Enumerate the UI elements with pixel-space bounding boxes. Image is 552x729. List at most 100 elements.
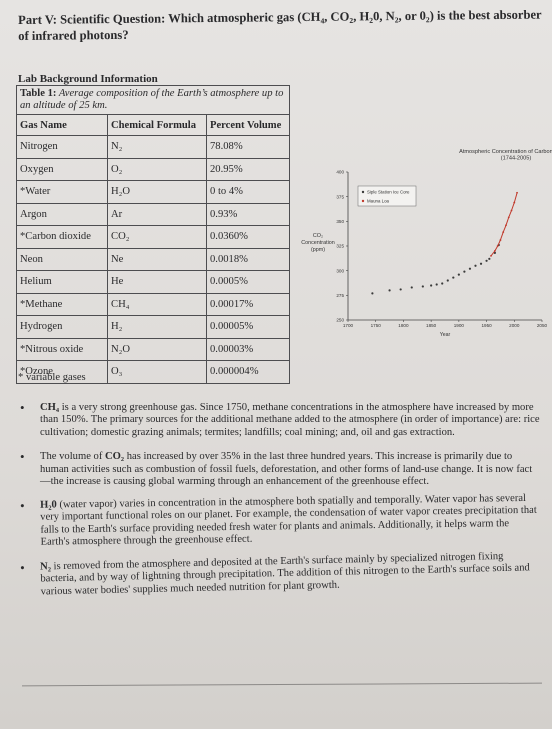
bullet-co2-text: The volume of CO₂ has increased by over … [40, 451, 540, 488]
percent-volume-cell: 0.000004% [206, 360, 290, 384]
ice-core-point [371, 292, 374, 295]
chart-svg: Atmospheric Concentration of Carbon Diox… [301, 149, 552, 338]
x-axis-label: Year [440, 332, 451, 338]
bullet-nitrogen-text: N₂ is removed from the atmosphere and de… [40, 550, 541, 599]
y-axis-label-line1: CO₂ [313, 233, 323, 239]
bullet-dot: • [20, 449, 25, 465]
chemical-formula-cell: O₂ [107, 157, 207, 181]
x-tick-label: 1850 [426, 323, 437, 328]
percent-volume-cell: 0.00005% [206, 315, 290, 339]
ice-core-point [488, 257, 491, 260]
ice-core-point [479, 262, 483, 265]
legend-box [357, 185, 417, 207]
ice-core-point [463, 270, 466, 273]
table-row: Argon Ar 0.93% [16, 202, 290, 226]
bullet-carbon-dioxide: • The volume of CO₂ has increased by ove… [18, 449, 540, 488]
percent-volume-cell: 0.0005% [206, 270, 290, 294]
mauna-loa-line [490, 192, 518, 257]
chart-title-line2: (1744-2005) [501, 156, 532, 162]
chemical-formula-cell: CH₄ [107, 292, 207, 316]
x-tick-label: 1950 [481, 323, 492, 328]
chemical-formula-cell: He [107, 270, 207, 294]
table-row: *Water H₂O 0 to 4% [16, 180, 290, 204]
bullet-formula: CO₂ [105, 451, 125, 463]
table-row: Hydrogen H₂ 0.00005% [16, 315, 290, 339]
percent-volume-cell: 20.95% [206, 157, 290, 181]
gas-name-cell: Argon [16, 202, 108, 226]
table-caption-text: Average composition of the Earth’s atmos… [20, 88, 284, 111]
legend-marker [361, 199, 365, 203]
x-tick-label: 2050 [537, 323, 548, 328]
bullet-dot: • [20, 400, 25, 415]
table-row: *Ozone O₃ 0.000004% [16, 360, 290, 384]
percent-volume-cell: 0.00017% [206, 292, 290, 316]
gas-name-cell: Neon [16, 247, 108, 271]
gas-name-cell: *Carbon dioxide [16, 225, 108, 249]
ice-core-point [421, 285, 424, 288]
bullet-methane: • CH₄ is a very strong greenhouse gas. S… [18, 400, 540, 439]
bottom-divider [22, 682, 542, 687]
table-row: Oxygen O₂ 20.95% [16, 157, 290, 181]
legend-entry: Siple Station Ice Core [367, 190, 410, 195]
atmosphere-composition-table: Table 1: Average composition of the Eart… [16, 85, 290, 384]
table-row: *Nitrous oxide N₂O 0.00003% [16, 337, 290, 361]
ice-core-point [468, 267, 472, 270]
y-tick-label: 400 [336, 170, 344, 175]
y-axis-label-line2: Concentration [301, 240, 335, 246]
percent-volume-cell: 78.08% [206, 135, 290, 159]
gas-facts-list: • CH₄ is a very strong greenhouse gas. S… [18, 400, 541, 611]
bullet-formula: CH₄ [40, 402, 60, 413]
chemical-formula-cell: N₂O [107, 337, 207, 361]
table-row: Helium He 0.0005% [16, 270, 290, 294]
bullet-body: is removed from the atmosphere and depos… [40, 551, 530, 598]
chemical-formula-cell: H₂ [107, 315, 207, 339]
table-row: Neon Ne 0.0018% [16, 247, 290, 271]
x-tick-label: 1750 [371, 323, 382, 328]
bullet-body: (water vapor) varies in concentration in… [40, 493, 537, 549]
gas-name-cell: *Methane [16, 292, 108, 316]
ice-core-point [399, 288, 402, 291]
chemical-formula-cell: H₂O [107, 180, 207, 204]
header-gas-name: Gas Name [16, 114, 108, 136]
gas-name-cell: Nitrogen [16, 135, 108, 159]
bullet-nitrogen: • N₂ is removed from the atmosphere and … [18, 550, 541, 599]
y-tick-label: 375 [336, 194, 344, 199]
ice-core-point [452, 276, 455, 279]
ice-core-point [430, 284, 433, 287]
chemical-formula-cell: O₃ [107, 360, 207, 384]
y-tick-label: 250 [336, 318, 344, 323]
variable-gases-footnote: * variable gases [18, 372, 86, 383]
percent-volume-cell: 0.93% [206, 202, 290, 226]
percent-volume-cell: 0.0360% [206, 225, 290, 249]
table-caption: Table 1: Average composition of the Eart… [16, 85, 290, 115]
gas-name-cell: *Nitrous oxide [16, 337, 108, 361]
part-v-heading: Part V: Scientific Question: Which atmos… [18, 7, 542, 43]
bullet-formula: H₂0 [39, 499, 57, 512]
x-tick-label: 1700 [343, 323, 354, 328]
table-row: Nitrogen N₂ 78.08% [16, 135, 290, 159]
ice-core-point [446, 279, 449, 282]
y-tick-label: 325 [336, 244, 344, 249]
chart-title-line1: Atmospheric Concentration of Carbon Diox… [459, 149, 552, 155]
table-header-row: Gas Name Chemical Formula Percent Volume [16, 114, 290, 136]
bullet-formula: N₂ [39, 561, 52, 573]
chemical-formula-cell: Ne [107, 247, 207, 271]
gas-name-cell: Oxygen [16, 157, 108, 181]
bullet-lead: The volume of [40, 451, 106, 463]
gas-name-cell: *Ozone [16, 360, 108, 384]
gas-name-cell: Hydrogen [16, 315, 108, 339]
percent-volume-cell: 0.00003% [206, 337, 290, 361]
bullet-body: is a very strong greenhouse gas. Since 1… [40, 402, 540, 438]
ice-core-point [457, 273, 460, 276]
lab-background-title: Lab Background Information [18, 73, 158, 85]
ice-core-point [485, 259, 488, 262]
percent-volume-cell: 0.0018% [206, 247, 290, 271]
header-percent-volume: Percent Volume [206, 114, 290, 136]
chemical-formula-cell: N₂ [107, 135, 207, 159]
table-row: *Methane CH₄ 0.00017% [16, 292, 290, 316]
chemical-formula-cell: CO₂ [107, 225, 207, 249]
y-tick-label: 300 [336, 268, 344, 273]
y-axis-label-line3: (ppm) [311, 247, 325, 253]
bullet-water-text: H₂0 (water vapor) varies in concentratio… [40, 493, 541, 550]
